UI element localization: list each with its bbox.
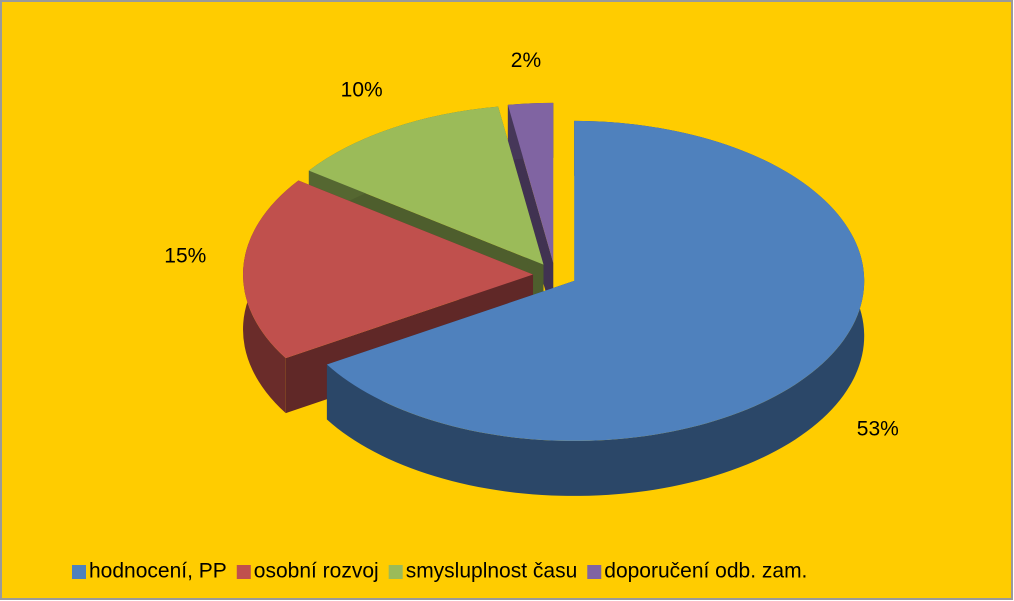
slice-top: [308, 106, 544, 265]
slice-top: [326, 120, 865, 441]
legend-label: hodnocení, PP: [89, 560, 227, 583]
data-label: 10%: [341, 78, 383, 101]
legend-swatch: [236, 565, 251, 579]
legend-label: osobní rozvoj: [254, 560, 379, 583]
pie-slice: [326, 120, 865, 496]
legend-swatch: [72, 565, 86, 579]
legend-swatch: [388, 565, 403, 579]
legend-label: doporučení odb. zam.: [604, 560, 807, 583]
data-label: 2%: [511, 49, 541, 72]
slice-top: [507, 102, 554, 263]
data-label: 53%: [857, 417, 899, 440]
legend-label: smysluplnost času: [406, 560, 578, 583]
slice-top: [243, 180, 534, 359]
legend-swatch: [587, 565, 602, 579]
data-label: 15%: [164, 245, 206, 268]
